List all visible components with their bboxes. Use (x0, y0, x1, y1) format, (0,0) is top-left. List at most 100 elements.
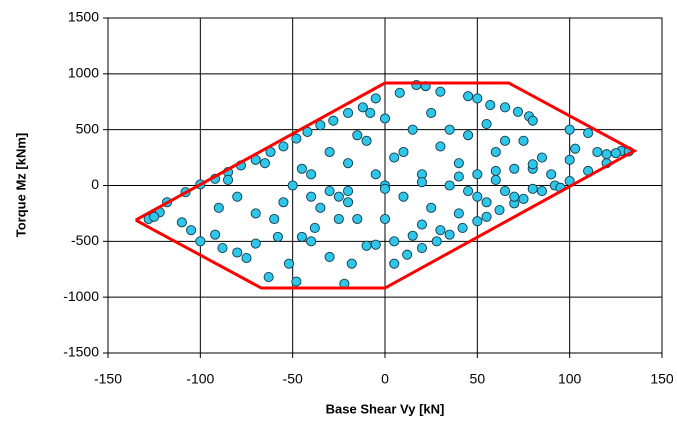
envelope-line (134, 81, 638, 290)
data-point (210, 229, 221, 240)
data-point (306, 236, 317, 247)
data-point (463, 91, 474, 102)
data-point (328, 115, 339, 126)
x-axis-title: Base Shear Vy [kN] (326, 401, 445, 416)
data-point (512, 106, 524, 117)
data-point (272, 231, 283, 242)
data-point (509, 163, 520, 174)
data-point (346, 258, 357, 269)
y-tick-label: 1000 (68, 65, 99, 81)
data-point (287, 180, 298, 191)
data-point (291, 276, 302, 287)
x-tick-label: 150 (650, 371, 674, 387)
data-point (394, 87, 405, 98)
data-point (499, 186, 511, 197)
data-point (343, 158, 354, 169)
data-point (283, 258, 295, 269)
data-point (278, 197, 289, 208)
data-point (213, 202, 224, 213)
data-point (379, 113, 391, 124)
data-point (509, 191, 520, 202)
data-point (592, 146, 603, 158)
data-point (370, 93, 381, 104)
data-point (472, 169, 483, 180)
data-point (426, 107, 437, 118)
data-point (435, 141, 446, 152)
data-point (309, 222, 320, 233)
x-tick-label: -100 (186, 371, 214, 387)
x-tick-label: -50 (283, 371, 303, 387)
data-point (527, 159, 538, 170)
data-point (564, 124, 575, 135)
data-point (490, 146, 501, 158)
data-point (259, 158, 271, 169)
data-point (149, 211, 160, 222)
data-point (444, 124, 455, 135)
data-point (536, 186, 548, 197)
data-point (453, 171, 464, 182)
y-tick-label: 500 (76, 120, 100, 136)
data-point (499, 102, 511, 113)
data-point (546, 169, 557, 180)
data-point (457, 222, 468, 233)
data-point (186, 225, 197, 236)
data-point (315, 202, 326, 213)
data-point (518, 135, 529, 146)
data-point (463, 186, 474, 197)
data-point (232, 247, 243, 258)
data-point (472, 191, 483, 202)
y-tick-label: 0 (91, 176, 99, 192)
data-point (389, 236, 400, 247)
data-point (472, 93, 483, 104)
data-point (361, 135, 372, 146)
y-tick-label: -1000 (63, 288, 99, 304)
y-tick-label: 1500 (68, 9, 99, 25)
data-point (485, 100, 496, 111)
data-point (389, 258, 400, 269)
data-point (324, 186, 335, 197)
data-point (352, 130, 363, 141)
data-point (494, 205, 505, 216)
data-point (490, 165, 501, 177)
data-point (343, 107, 354, 118)
data-point (402, 249, 413, 260)
data-point (453, 158, 464, 169)
x-tick-label: 50 (470, 371, 486, 387)
data-point (610, 148, 621, 159)
data-point (389, 152, 400, 163)
data-point (444, 180, 455, 191)
data-point (352, 213, 363, 225)
data-point (453, 208, 464, 219)
data-point (490, 174, 501, 185)
data-point (333, 213, 344, 225)
y-axis-title: Torque Mz [kNm] (13, 133, 28, 237)
data-point (426, 202, 437, 213)
data-point (463, 130, 474, 141)
data-point (416, 219, 427, 230)
data-point (601, 149, 612, 160)
data-point (361, 240, 372, 251)
data-point (217, 242, 228, 254)
data-point (365, 107, 376, 118)
x-tick-label: 100 (558, 371, 582, 387)
data-point (379, 213, 391, 225)
data-point (269, 213, 280, 225)
data-point (333, 191, 344, 202)
data-point (291, 133, 302, 144)
data-point (407, 230, 418, 241)
data-point (324, 251, 335, 263)
data-point (444, 229, 455, 240)
plot-frame (107, 17, 663, 354)
data-point (343, 186, 354, 197)
data-point (570, 143, 581, 154)
data-point (481, 211, 492, 222)
data-point (583, 127, 594, 139)
data-point (250, 238, 261, 249)
data-point (241, 253, 252, 264)
data-point (435, 225, 446, 236)
y-tick-label: -500 (71, 232, 99, 248)
x-tick-label: -150 (94, 371, 122, 387)
y-tick-label: -1500 (63, 344, 99, 360)
data-point (176, 217, 187, 228)
